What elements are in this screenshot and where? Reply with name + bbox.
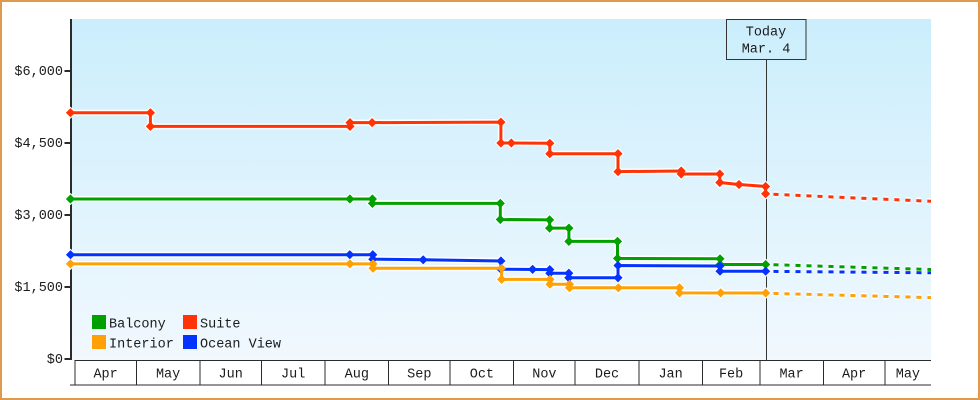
svg-text:Ocean View: Ocean View [200,338,281,353]
svg-text:Oct: Oct [470,368,494,383]
svg-text:Jan: Jan [658,368,682,383]
svg-text:Interior: Interior [109,338,174,353]
svg-text:Feb: Feb [719,368,743,383]
svg-text:Mar. 4: Mar. 4 [742,43,791,58]
svg-text:Nov: Nov [532,368,556,383]
svg-text:$6,000: $6,000 [14,65,63,80]
svg-text:Suite: Suite [200,318,241,333]
svg-text:Apr: Apr [93,368,117,383]
svg-text:Jun: Jun [219,368,243,383]
svg-text:Jul: Jul [281,368,305,383]
svg-text:Balcony: Balcony [109,318,166,333]
svg-text:Mar: Mar [779,368,803,383]
svg-text:Today: Today [746,26,787,41]
svg-text:Dec: Dec [595,368,619,383]
svg-text:May: May [896,368,920,383]
svg-text:$3,000: $3,000 [14,209,63,224]
svg-text:$4,500: $4,500 [14,137,63,152]
svg-text:May: May [156,368,180,383]
svg-text:Apr: Apr [842,368,866,383]
svg-text:$1,500: $1,500 [14,281,63,296]
svg-text:$0: $0 [47,353,63,368]
svg-text:Sep: Sep [407,368,431,383]
svg-text:Aug: Aug [345,368,369,383]
